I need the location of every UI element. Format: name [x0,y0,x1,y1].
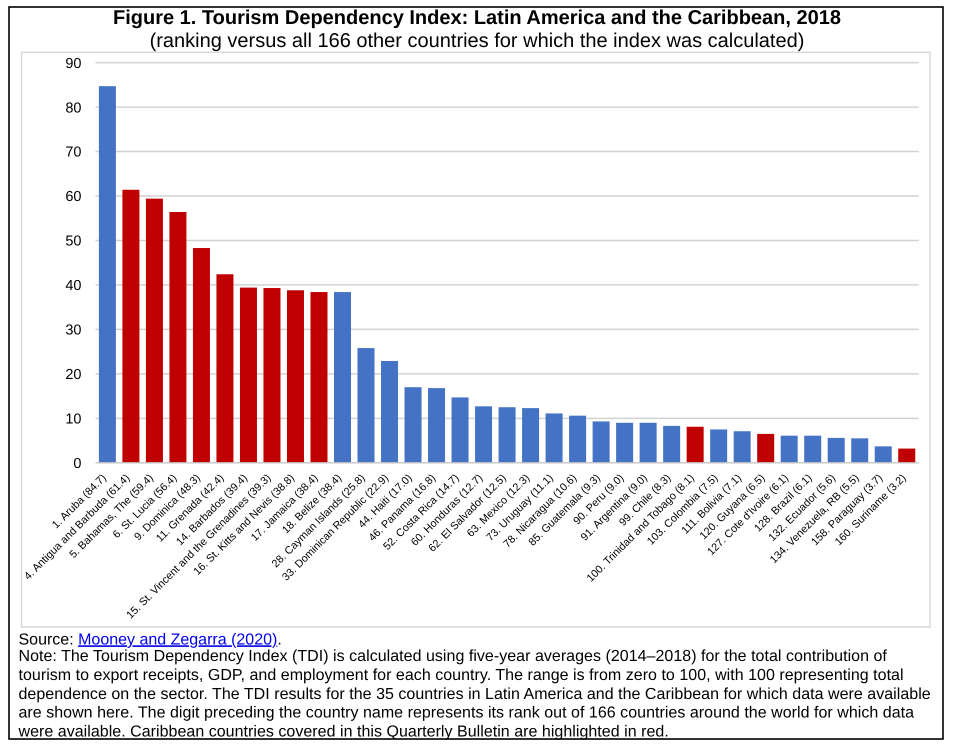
svg-text:10: 10 [65,412,81,428]
svg-text:Figure 1. Tourism Dependency I: Figure 1. Tourism Dependency Index: Lati… [113,7,841,29]
svg-text:(ranking versus all 166 other: (ranking versus all 166 other countries … [150,30,805,52]
svg-text:tourism to export receipts, GD: tourism to export receipts, GDP, and emp… [19,667,904,684]
svg-text:were available. Caribbean coun: were available. Caribbean countries cove… [18,723,669,740]
svg-text:90: 90 [65,56,81,72]
svg-text:70: 70 [65,145,81,161]
svg-text:80: 80 [65,100,81,116]
svg-text:0: 0 [73,456,81,472]
svg-text:40: 40 [65,278,81,294]
svg-text:are shown here. The digit prec: are shown here. The digit preceding the … [19,705,915,722]
svg-text:50: 50 [65,234,81,250]
svg-text:dependence on the sector. The: dependence on the sector. The TDI result… [19,686,931,703]
svg-text:60: 60 [65,189,81,205]
svg-text:Source: Mooney and Zegarra (20: Source: Mooney and Zegarra (2020). [19,631,282,648]
svg-text:30: 30 [65,323,81,339]
svg-text:20: 20 [65,367,81,383]
svg-text:Note: The Tourism Dependency I: Note: The Tourism Dependency Index (TDI)… [19,648,888,665]
